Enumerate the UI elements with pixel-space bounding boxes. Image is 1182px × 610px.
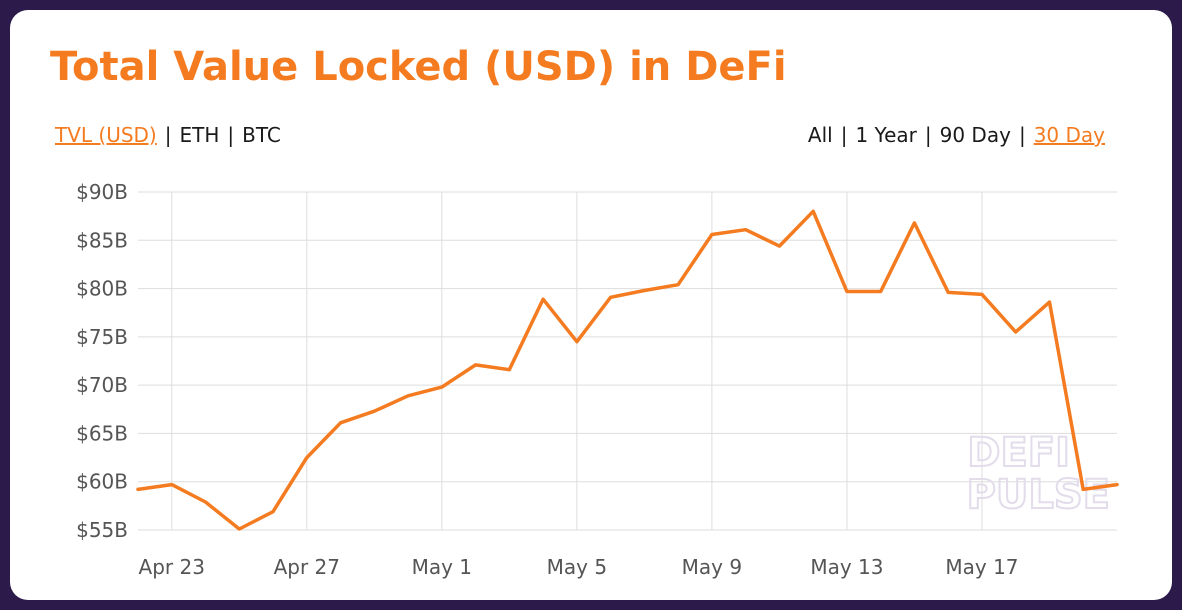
range-toggle-group: All | 1 Year | 90 Day | 30 Day	[808, 123, 1105, 147]
data-point[interactable]	[134, 485, 142, 493]
range-1-year-toggle[interactable]: 1 Year	[855, 123, 917, 147]
data-point[interactable]	[1113, 481, 1121, 489]
x-tick-label: May 9	[682, 555, 742, 579]
y-tick-label: $65B	[76, 421, 128, 445]
x-tick-label: May 17	[945, 555, 1018, 579]
grid-lines	[138, 191, 1117, 531]
y-tick-label: $70B	[76, 373, 128, 397]
y-tick-label: $60B	[76, 470, 128, 494]
tvl-series-line	[136, 209, 1119, 531]
data-point[interactable]	[640, 287, 648, 295]
data-point[interactable]	[978, 290, 986, 298]
separator: |	[840, 123, 848, 147]
data-point[interactable]	[742, 226, 750, 234]
tvl-line-chart: DEFI PULSE $55B$60B$65B$70B$75B$80B$85B$…	[76, 180, 1121, 579]
separator: |	[227, 123, 235, 147]
chart-title: Total Value Locked (USD) in DeFi	[50, 44, 787, 90]
watermark-line-2: PULSE	[967, 472, 1110, 518]
chart-card: Total Value Locked (USD) in DeFi TVL (US…	[10, 10, 1172, 600]
data-point[interactable]	[438, 383, 446, 391]
data-point[interactable]	[674, 281, 682, 289]
x-tick-label: May 13	[810, 555, 883, 579]
data-point[interactable]	[269, 508, 277, 516]
data-point[interactable]	[944, 288, 952, 296]
data-point[interactable]	[809, 207, 817, 215]
tvl-usd-toggle[interactable]: TVL (USD)	[55, 123, 157, 147]
data-point[interactable]	[337, 419, 345, 427]
data-point[interactable]	[505, 366, 513, 374]
y-tick-label: $80B	[76, 277, 128, 301]
series-layer	[134, 207, 1121, 533]
x-axis-ticks: Apr 23 Apr 27 May 1 May 5 May 9 May 13 May 17	[139, 555, 1019, 579]
data-point[interactable]	[1012, 328, 1020, 336]
data-point[interactable]	[775, 242, 783, 250]
y-tick-label: $85B	[76, 228, 128, 252]
x-tick-label: Apr 27	[274, 555, 340, 579]
data-point[interactable]	[607, 293, 615, 301]
data-point[interactable]	[910, 219, 918, 227]
y-tick-label: $90B	[76, 180, 128, 204]
x-tick-label: Apr 23	[139, 555, 205, 579]
defi-pulse-watermark: DEFI PULSE	[966, 429, 1111, 519]
x-tick-label: May 1	[412, 555, 472, 579]
watermark-line-1: DEFI	[967, 430, 1070, 476]
data-point[interactable]	[708, 230, 716, 238]
separator: |	[1018, 123, 1026, 147]
data-point[interactable]	[573, 338, 581, 346]
y-tick-label: $55B	[76, 518, 128, 542]
range-30-day-toggle[interactable]: 30 Day	[1033, 123, 1105, 147]
separator: |	[164, 123, 172, 147]
y-axis-ticks: $55B $60B $65B $70B $75B $80B $85B $90B	[76, 180, 128, 542]
data-point[interactable]	[843, 287, 851, 295]
data-point[interactable]	[168, 481, 176, 489]
btc-toggle[interactable]: BTC	[242, 123, 281, 147]
metric-toggle-group: TVL (USD) | ETH | BTC	[55, 123, 281, 147]
x-tick-label: May 5	[547, 555, 607, 579]
data-point[interactable]	[1079, 485, 1087, 493]
data-point[interactable]	[877, 287, 885, 295]
data-point[interactable]	[404, 392, 412, 400]
data-point[interactable]	[235, 525, 243, 533]
separator: |	[924, 123, 932, 147]
eth-toggle[interactable]: ETH	[179, 123, 220, 147]
data-point[interactable]	[472, 361, 480, 369]
data-point[interactable]	[1045, 298, 1053, 306]
y-tick-label: $75B	[76, 325, 128, 349]
data-point[interactable]	[539, 295, 547, 303]
range-all-toggle[interactable]: All	[807, 123, 833, 147]
data-point[interactable]	[202, 498, 210, 506]
data-point[interactable]	[303, 454, 311, 462]
range-90-day-toggle[interactable]: 90 Day	[939, 123, 1011, 147]
data-point[interactable]	[370, 407, 378, 415]
